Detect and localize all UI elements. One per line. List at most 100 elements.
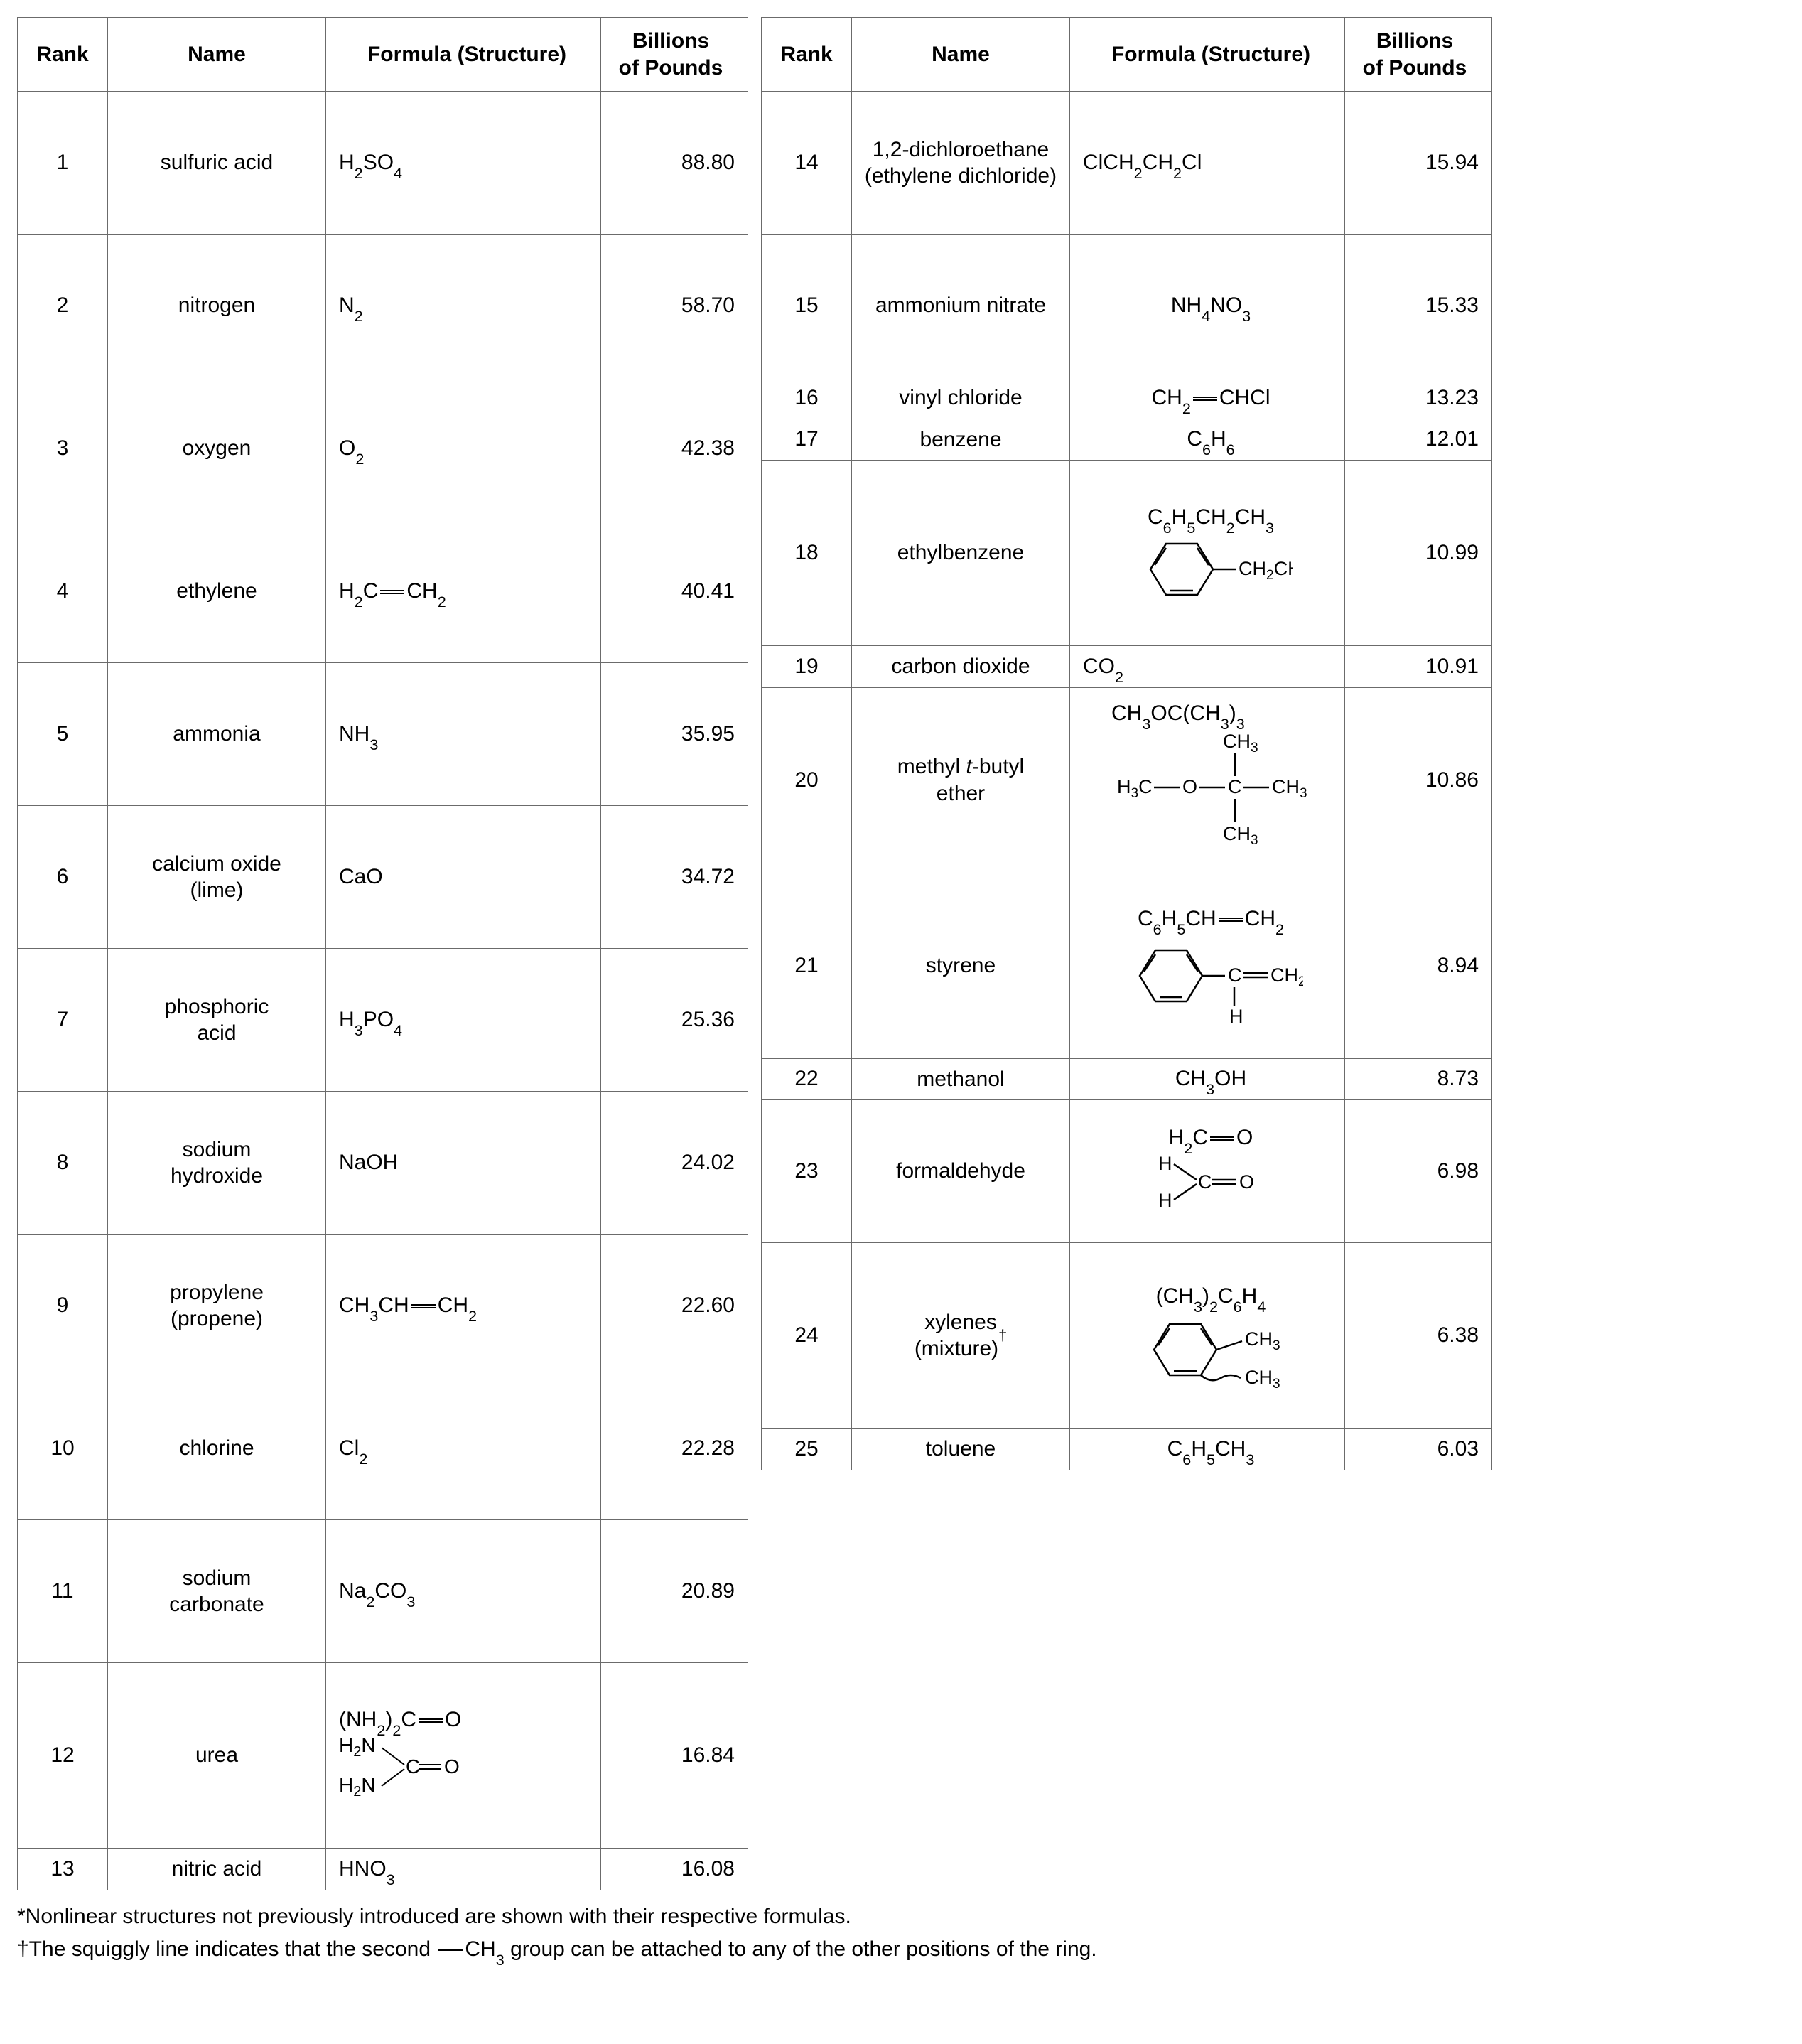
cell-pounds: 35.95 <box>601 663 748 806</box>
svg-text:H: H <box>1158 1154 1172 1174</box>
right-chemicals-table: Rank Name Formula (Structure) Billions o… <box>761 17 1492 1470</box>
table-row: 7phosphoricacidH3PO425.36 <box>18 949 748 1092</box>
cell-formula: H3PO4 <box>326 949 601 1092</box>
svg-text:O: O <box>1182 776 1197 797</box>
cell-name: formaldehyde <box>852 1100 1070 1243</box>
table-row: 11sodiumcarbonateNa2CO320.89 <box>18 1520 748 1663</box>
header-rank: Rank <box>762 18 852 92</box>
cell-pounds: 8.94 <box>1345 873 1492 1058</box>
cell-formula: NH4NO3 <box>1070 235 1345 377</box>
table-row: 4ethyleneH2CCH240.41 <box>18 520 748 663</box>
table-header-row: Rank Name Formula (Structure) Billions o… <box>762 18 1492 92</box>
cell-pounds: 34.72 <box>601 806 748 949</box>
cell-formula: CaO <box>326 806 601 949</box>
cell-pounds: 15.94 <box>1345 92 1492 235</box>
cell-formula: H2SO4 <box>326 92 601 235</box>
cell-name: methyl t-butylether <box>852 687 1070 873</box>
cell-rank: 5 <box>18 663 108 806</box>
table-row: 16vinyl chlorideCH2CHCl13.23 <box>762 377 1492 419</box>
tables-wrapper: Rank Name Formula (Structure) Billions o… <box>17 17 1785 1890</box>
svg-text:O: O <box>444 1755 460 1777</box>
cell-pounds: 16.84 <box>601 1663 748 1849</box>
svg-text:H: H <box>1158 1190 1172 1211</box>
svg-text:H2N: H2N <box>339 1774 376 1797</box>
header-pounds: Billions of Pounds <box>601 18 748 92</box>
table-row: 24xylenes(mixture)†(CH3)2C6H4CH3CH36.38 <box>762 1243 1492 1429</box>
cell-name: styrene <box>852 873 1070 1058</box>
cell-formula: Na2CO3 <box>326 1520 601 1663</box>
table-row: 2nitrogenN258.70 <box>18 235 748 377</box>
table-row: 15ammonium nitrateNH4NO315.33 <box>762 235 1492 377</box>
header-name: Name <box>108 18 326 92</box>
cell-name: calcium oxide(lime) <box>108 806 326 949</box>
svg-text:C: C <box>1228 964 1242 986</box>
cell-formula: (NH2)2COH2NH2NCO <box>326 1663 601 1849</box>
cell-formula: H2COHHCO <box>1070 1100 1345 1243</box>
cell-rank: 19 <box>762 646 852 688</box>
cell-name: ethylene <box>108 520 326 663</box>
cell-formula: HNO3 <box>326 1849 601 1890</box>
svg-text:H3C: H3C <box>1117 776 1153 801</box>
table-row: 18ethylbenzeneC6H5CH2CH3CH2CH310.99 <box>762 461 1492 646</box>
svg-text:C: C <box>1198 1171 1212 1193</box>
cell-formula: ClCH2CH2Cl <box>1070 92 1345 235</box>
cell-formula: C6H5CH2CH3CH2CH3 <box>1070 461 1345 646</box>
cell-name: oxygen <box>108 377 326 520</box>
cell-name: carbon dioxide <box>852 646 1070 688</box>
cell-pounds: 58.70 <box>601 235 748 377</box>
table-row: 25tolueneC6H5CH36.03 <box>762 1429 1492 1470</box>
svg-text:CH2CH3: CH2CH3 <box>1239 558 1293 583</box>
cell-rank: 22 <box>762 1058 852 1100</box>
cell-pounds: 6.38 <box>1345 1243 1492 1429</box>
cell-formula: CH2CHCl <box>1070 377 1345 419</box>
cell-name: methanol <box>852 1058 1070 1100</box>
cell-rank: 20 <box>762 687 852 873</box>
cell-formula: C6H5CHCH2CCH2H <box>1070 873 1345 1058</box>
cell-rank: 10 <box>18 1377 108 1520</box>
cell-rank: 6 <box>18 806 108 949</box>
cell-formula: C6H5CH3 <box>1070 1429 1345 1470</box>
cell-pounds: 8.73 <box>1345 1058 1492 1100</box>
table-row: 9propylene(propene)CH3CHCH222.60 <box>18 1235 748 1377</box>
cell-rank: 21 <box>762 873 852 1058</box>
cell-pounds: 88.80 <box>601 92 748 235</box>
cell-name: vinyl chloride <box>852 377 1070 419</box>
footnote-asterisk: *Nonlinear structures not previously int… <box>17 1900 1785 1934</box>
cell-pounds: 12.01 <box>1345 419 1492 461</box>
cell-name: toluene <box>852 1429 1070 1470</box>
cell-rank: 17 <box>762 419 852 461</box>
cell-rank: 15 <box>762 235 852 377</box>
cell-rank: 24 <box>762 1243 852 1429</box>
cell-formula: CH3OH <box>1070 1058 1345 1100</box>
cell-rank: 16 <box>762 377 852 419</box>
cell-name: sulfuric acid <box>108 92 326 235</box>
table-row: 23formaldehydeH2COHHCO6.98 <box>762 1100 1492 1243</box>
svg-text:CH3: CH3 <box>1223 731 1258 755</box>
cell-pounds: 15.33 <box>1345 235 1492 377</box>
cell-pounds: 24.02 <box>601 1092 748 1235</box>
cell-name: sodiumhydroxide <box>108 1092 326 1235</box>
table-row: 21styreneC6H5CHCH2CCH2H8.94 <box>762 873 1492 1058</box>
cell-formula: O2 <box>326 377 601 520</box>
cell-name: nitrogen <box>108 235 326 377</box>
table-row: 10chlorineCl222.28 <box>18 1377 748 1520</box>
svg-text:CH2: CH2 <box>1270 964 1303 989</box>
left-chemicals-table: Rank Name Formula (Structure) Billions o… <box>17 17 748 1890</box>
cell-name: ammonia <box>108 663 326 806</box>
table-row: 19carbon dioxideCO210.91 <box>762 646 1492 688</box>
cell-rank: 23 <box>762 1100 852 1243</box>
footnotes: *Nonlinear structures not previously int… <box>17 1900 1785 1967</box>
cell-formula: NH3 <box>326 663 601 806</box>
cell-formula: (CH3)2C6H4CH3CH3 <box>1070 1243 1345 1429</box>
cell-pounds: 6.03 <box>1345 1429 1492 1470</box>
table-row: 13nitric acidHNO316.08 <box>18 1849 748 1890</box>
cell-name: benzene <box>852 419 1070 461</box>
svg-text:C: C <box>1228 776 1242 797</box>
cell-rank: 11 <box>18 1520 108 1663</box>
cell-formula: NaOH <box>326 1092 601 1235</box>
cell-pounds: 25.36 <box>601 949 748 1092</box>
cell-name: sodiumcarbonate <box>108 1520 326 1663</box>
table-row: 20methyl t-butyletherCH3OC(CH3)3CH3H3COC… <box>762 687 1492 873</box>
cell-name: nitric acid <box>108 1849 326 1890</box>
table-row: 5ammoniaNH335.95 <box>18 663 748 806</box>
